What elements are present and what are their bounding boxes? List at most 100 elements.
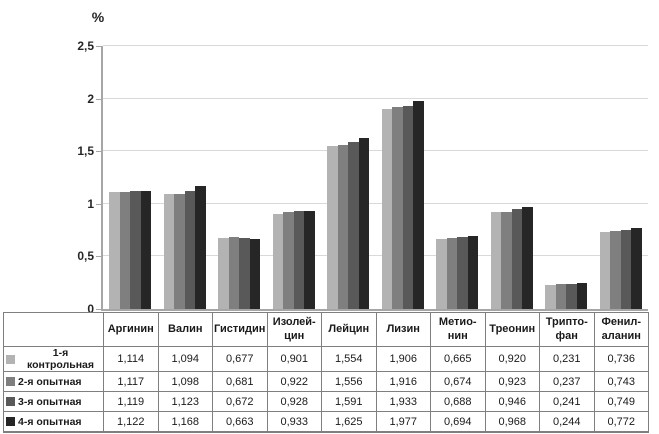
value-cell: 1,591 [321,391,377,412]
legend-item: 2-я опытная [3,371,104,392]
column-header: Гистидин [212,312,268,347]
value-cell: 0,749 [593,391,649,412]
value-cell: 1,119 [103,391,159,412]
bar [184,190,196,309]
value-cell: 0,694 [430,411,486,433]
y-axis-unit-label: % [91,9,105,25]
bar [140,190,152,309]
bar [545,284,556,309]
value-cell: 1,094 [157,346,213,372]
value-cell: 0,677 [212,346,268,372]
bar [555,284,567,309]
data-table: Аргинин Валин Гистидин Изолей- цин Лейцин Лиз… [3,312,649,433]
y-axis-tick-label: 1,5 [77,144,94,159]
bar [467,236,479,309]
bar [522,207,533,309]
bar [599,231,611,309]
value-cell: 0,663 [212,411,268,433]
value-cell: 0,688 [430,391,486,412]
bar [109,191,120,309]
value-cell: 0,237 [539,371,595,392]
table-row: 2-я опытная 1,117 1,098 0,681 0,922 1,556 1,91… [3,371,649,392]
value-cell: 0,928 [266,391,322,412]
y-axis-tick-label: 2 [87,91,94,106]
bar [457,236,468,309]
value-cell: 0,922 [266,371,322,392]
gridline [103,255,648,257]
y-axis-tick [96,309,101,310]
column-header: Валин [157,312,213,347]
value-cell: 1,117 [103,371,159,392]
table-row: 3-я опытная 1,119 1,123 0,672 0,928 1,591 1,93… [3,391,649,412]
bar-group [321,46,376,309]
y-axis-tick [96,151,101,153]
legend-item: 4-я опытная [3,411,104,433]
bar [511,209,523,309]
value-cell: 0,665 [430,346,486,372]
bar [293,211,305,309]
bar [228,237,240,309]
bar [566,283,577,309]
value-cell: 1,123 [157,391,213,412]
bar [402,105,414,309]
bar [304,210,315,309]
bar [446,238,458,309]
value-cell: 1,625 [321,411,377,433]
legend-label: 4-я опытная [18,415,82,428]
table-row: 1-я контрольная 1,114 1,094 0,677 0,901 1,554… [3,346,649,372]
gridline [103,45,648,46]
value-cell: 0,923 [484,371,540,392]
value-cell: 0,743 [593,371,649,392]
bar-group [376,46,431,309]
bar-group [103,46,158,309]
bar [174,193,185,309]
bar [631,227,642,309]
bar [272,214,284,309]
bar [218,237,229,309]
bar [358,138,370,309]
bar [381,108,393,309]
y-axis-tick [96,203,101,205]
y-axis-tick-label: 0,5 [77,249,94,264]
bar [239,238,250,309]
bar-group [212,46,267,309]
value-cell: 1,556 [321,371,377,392]
gridline [103,202,648,204]
legend-label: 2-я опытная [18,375,82,388]
value-cell: 0,672 [212,391,268,412]
y-axis-tick-label: 2,5 [77,39,94,53]
bar [163,193,175,309]
y-axis-line [101,46,103,311]
bar-group [267,46,322,309]
bar-group [158,46,213,309]
value-cell: 1,114 [103,346,159,372]
value-cell: 0,772 [593,411,649,433]
value-cell: 0,968 [484,411,540,433]
bar [620,230,632,309]
gridline [103,150,648,152]
bar [610,230,621,309]
x-axis-line [101,309,648,311]
value-cell: 1,933 [375,391,431,412]
column-header: Лизин [375,312,431,347]
legend-label: 1-я контрольная [26,347,94,371]
bar [195,186,206,309]
column-header: Фенил- аланин [593,312,649,347]
bar-group [430,46,485,309]
bar [576,283,588,309]
value-cell: 1,916 [375,371,431,392]
table-corner-blank [3,312,104,347]
bar [249,239,261,309]
y-axis-tick [96,46,101,47]
value-cell: 1,098 [157,371,213,392]
value-cell: 0,946 [484,391,540,412]
y-axis-tick-label: 1 [87,196,94,211]
legend-item: 3-я опытная [3,391,104,412]
bar [327,145,338,309]
column-header: Треонин [484,312,540,347]
column-header: Метио- нин [430,312,486,347]
plot-area [103,45,648,309]
bar [337,145,349,309]
table-header-row: Аргинин Валин Гистидин Изолей- цин Лейцин Лиз… [3,312,649,347]
